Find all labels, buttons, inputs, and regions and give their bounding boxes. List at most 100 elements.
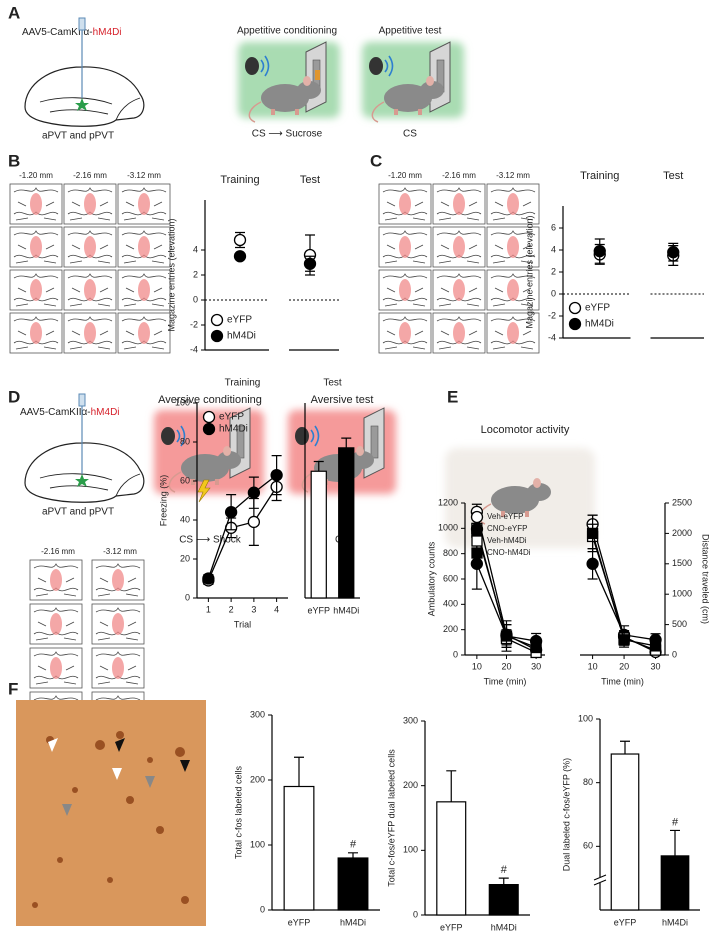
x-axis-label: Trial [234, 619, 251, 629]
panel-label: C [370, 151, 382, 170]
marker [224, 506, 238, 519]
sucrose [315, 70, 320, 80]
y-axis-label: Freezing (%) [158, 475, 168, 527]
y-tick-label: 300 [250, 709, 265, 719]
x-tick-label: 4 [274, 604, 279, 614]
error-bar [341, 437, 352, 448]
panel-label: E [447, 387, 458, 406]
x-tick-label: 30 [651, 661, 661, 671]
series-line [207, 486, 278, 581]
x-tick-label: 3 [251, 604, 256, 614]
legend-label: eYFP [585, 303, 610, 314]
brain-section [63, 269, 117, 311]
panel-title: Locomotor activity [481, 424, 570, 436]
brain-section [9, 312, 63, 354]
panel-label: D [8, 387, 20, 406]
marker [233, 233, 247, 247]
legend-marker [568, 317, 582, 331]
x-tick-label: eYFP [307, 605, 330, 615]
x-tick-label: eYFP [288, 917, 311, 927]
y-tick-label: -2 [548, 310, 556, 320]
y-axis-label: Distance traveled (cm) [701, 534, 711, 624]
bar [610, 753, 640, 911]
brain-section [378, 226, 432, 268]
brain-section [378, 183, 432, 225]
y-tick-label: 1000 [672, 589, 692, 599]
y-tick-label: 800 [443, 548, 458, 558]
error-bar [313, 460, 324, 472]
x-tick-label: hM4Di [662, 917, 688, 927]
test-title: Aversive test [311, 394, 374, 406]
axis-break [593, 874, 607, 886]
x-tick-label: eYFP [440, 922, 463, 932]
marker [667, 246, 680, 259]
marker [593, 244, 606, 258]
virus-construct: hM4Di [91, 407, 120, 418]
brain-section [63, 183, 117, 225]
y-tick-label: 1000 [438, 523, 458, 533]
brain-section [63, 312, 117, 354]
y-tick-label: 2 [551, 266, 556, 276]
marker [586, 527, 599, 540]
error-bar [446, 770, 457, 802]
y-tick-label: 0 [453, 649, 458, 659]
magazine-icon [429, 41, 451, 113]
category-label: Training [580, 170, 619, 182]
y-tick-label: 0 [672, 649, 677, 659]
brain-section [117, 183, 171, 225]
conditioning-title: Appetitive conditioning [237, 26, 337, 37]
legend-marker [470, 510, 484, 524]
marker [586, 557, 599, 570]
legend-marker [568, 301, 582, 315]
y-tick-label: -4 [548, 332, 556, 342]
y-tick-label: 60 [180, 475, 190, 485]
y-tick-label: 400 [443, 599, 458, 609]
marker [247, 486, 261, 499]
legend-marker [471, 535, 483, 547]
brain-section [9, 269, 63, 311]
brain-section [91, 647, 145, 689]
panel-label: F [8, 679, 18, 698]
legend-label: hM4Di [219, 424, 248, 435]
shock-icon [197, 479, 211, 503]
x-tick-label: 30 [531, 661, 541, 671]
legend-label: Veh-eYFP [487, 512, 523, 521]
brain-section [432, 226, 486, 268]
marker [270, 468, 283, 482]
x-tick-label: 20 [501, 661, 511, 671]
value-annotation: # [501, 864, 508, 876]
brain-section [432, 183, 486, 225]
y-tick-label: 300 [403, 715, 418, 725]
section-level: -1.20 mm [388, 171, 422, 180]
brain-sections [378, 183, 540, 354]
bar [488, 884, 519, 916]
y-tick-label: 500 [672, 619, 687, 629]
section-level: -2.16 mm [73, 171, 107, 180]
brain-section [91, 603, 145, 645]
section-level: -3.12 mm [496, 171, 530, 180]
y-tick-label: 60 [583, 841, 593, 851]
brain-section [91, 559, 145, 601]
panel-label: B [8, 151, 20, 170]
y-tick-label: -4 [190, 344, 198, 354]
y-tick-label: 6 [551, 222, 556, 232]
brain-section [117, 226, 171, 268]
marker [500, 630, 513, 642]
conditioning-cs: CS ⟶ Sucrose [252, 129, 323, 140]
x-tick-label: hM4Di [340, 917, 366, 927]
y-tick-label: 2 [193, 269, 198, 279]
y-tick-label: 2000 [672, 528, 692, 538]
error-bar [620, 740, 630, 755]
y-tick-label: 600 [443, 573, 458, 583]
marker [303, 257, 317, 270]
axis-break-gap [596, 877, 604, 883]
legend-label: hM4Di [227, 331, 256, 342]
target-label: aPVT and pPVT [42, 131, 114, 142]
brain-section [432, 312, 486, 354]
legend-label: CNO-eYFP [487, 524, 527, 533]
virus: AAV5-CamKIIα- [22, 27, 93, 38]
brain-sections [9, 183, 171, 354]
conditioning-cs: CS ⟶ Shock [179, 535, 242, 546]
y-tick-label: 0 [413, 909, 418, 919]
